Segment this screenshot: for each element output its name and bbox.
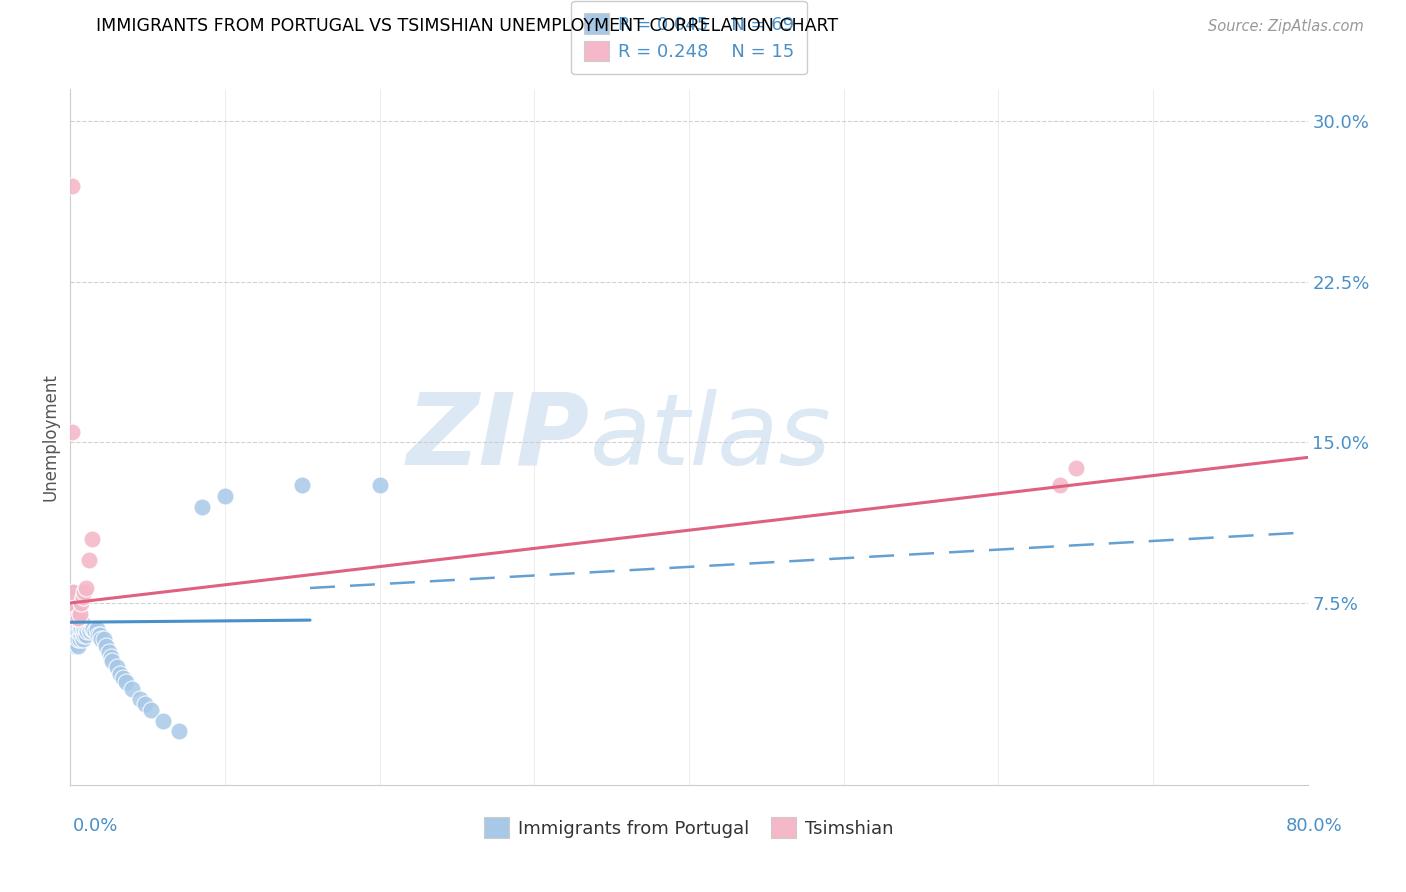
- Point: [60, 425, 83, 439]
- Point: [80, 622, 103, 636]
- Text: Source: ZipAtlas.com: Source: ZipAtlas.com: [1208, 20, 1364, 34]
- Point: [70, 622, 93, 636]
- Point: [69, 611, 91, 625]
- Point: [80, 532, 103, 546]
- Point: [63, 602, 86, 616]
- Point: [65, 628, 87, 642]
- Point: [65, 637, 87, 651]
- Point: [291, 478, 314, 492]
- Point: [69, 624, 91, 638]
- Point: [90, 632, 112, 647]
- Point: [67, 617, 90, 632]
- Text: atlas: atlas: [591, 389, 831, 485]
- Point: [84, 624, 107, 638]
- Point: [70, 613, 93, 627]
- Point: [368, 478, 391, 492]
- Point: [152, 714, 174, 728]
- Point: [62, 585, 84, 599]
- Point: [62, 617, 84, 632]
- Point: [70, 628, 93, 642]
- Point: [62, 611, 84, 625]
- Point: [191, 500, 214, 514]
- Point: [65, 613, 87, 627]
- Point: [60, 596, 83, 610]
- Point: [73, 628, 96, 642]
- Point: [76, 624, 98, 638]
- Legend: Immigrants from Portugal, Tsimshian: Immigrants from Portugal, Tsimshian: [477, 810, 901, 846]
- Point: [108, 666, 131, 681]
- Point: [129, 692, 152, 706]
- Point: [75, 622, 97, 636]
- Point: [77, 622, 100, 636]
- Point: [60, 607, 83, 621]
- Point: [75, 581, 97, 595]
- Point: [65, 622, 87, 636]
- Point: [60, 178, 83, 193]
- Point: [60, 617, 83, 632]
- Point: [63, 617, 86, 632]
- Point: [139, 703, 162, 717]
- Point: [134, 697, 156, 711]
- Point: [65, 600, 87, 615]
- Point: [63, 596, 86, 610]
- Point: [69, 617, 91, 632]
- Text: ZIP: ZIP: [406, 389, 591, 485]
- Point: [73, 622, 96, 636]
- Point: [69, 607, 91, 621]
- Point: [70, 596, 93, 610]
- Point: [87, 628, 110, 642]
- Point: [105, 660, 128, 674]
- Point: [79, 624, 101, 638]
- Point: [72, 590, 94, 604]
- Point: [101, 654, 124, 668]
- Point: [67, 611, 90, 625]
- Point: [72, 617, 94, 632]
- Point: [72, 632, 94, 647]
- Point: [72, 624, 94, 638]
- Point: [62, 590, 84, 604]
- Point: [62, 628, 84, 642]
- Point: [67, 624, 90, 638]
- Point: [63, 639, 86, 653]
- Point: [89, 628, 111, 642]
- Point: [121, 681, 143, 696]
- Point: [93, 632, 115, 647]
- Point: [67, 611, 90, 625]
- Text: IMMIGRANTS FROM PORTUGAL VS TSIMSHIAN UNEMPLOYMENT CORRELATION CHART: IMMIGRANTS FROM PORTUGAL VS TSIMSHIAN UN…: [96, 17, 838, 35]
- Point: [62, 602, 84, 616]
- Point: [77, 553, 100, 567]
- Point: [60, 585, 83, 599]
- Point: [94, 639, 117, 653]
- Point: [1049, 478, 1071, 492]
- Point: [67, 639, 90, 653]
- Point: [214, 489, 236, 503]
- Point: [75, 628, 97, 642]
- Point: [115, 675, 138, 690]
- Point: [86, 622, 108, 636]
- Text: 0.0%: 0.0%: [73, 817, 118, 835]
- Text: 80.0%: 80.0%: [1286, 817, 1343, 835]
- Point: [1064, 461, 1087, 475]
- Point: [69, 632, 91, 647]
- Point: [111, 671, 134, 685]
- Point: [63, 632, 86, 647]
- Point: [82, 622, 105, 636]
- Point: [100, 649, 122, 664]
- Point: [63, 624, 86, 638]
- Point: [98, 645, 120, 659]
- Point: [65, 607, 87, 621]
- Point: [73, 585, 96, 599]
- Point: [67, 632, 90, 647]
- Point: [63, 611, 86, 625]
- Point: [167, 724, 190, 739]
- Point: [63, 602, 86, 616]
- Y-axis label: Unemployment: Unemployment: [41, 373, 59, 501]
- Point: [65, 611, 87, 625]
